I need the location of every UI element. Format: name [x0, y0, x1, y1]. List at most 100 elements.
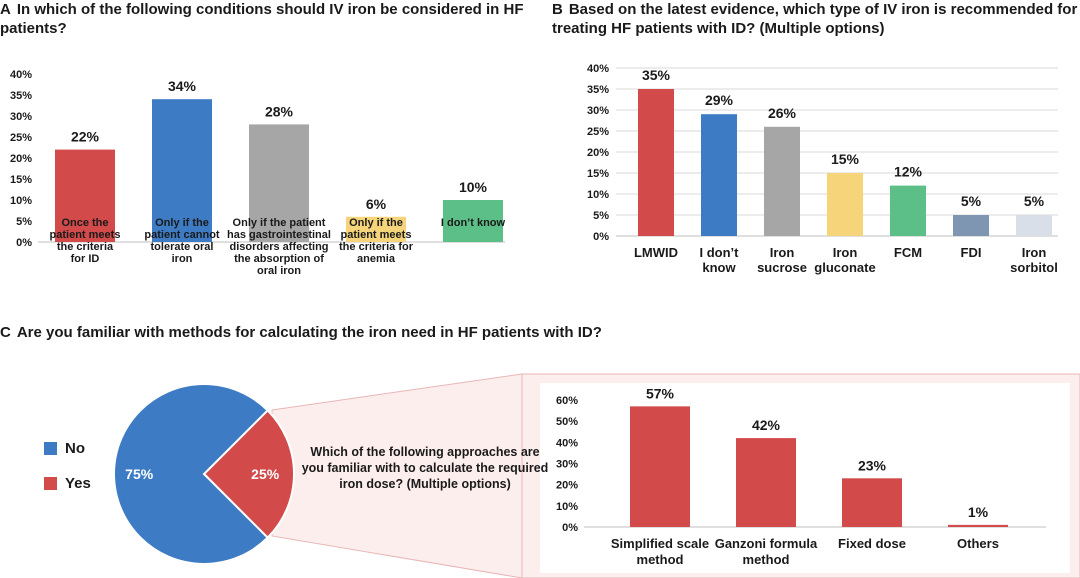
- category-label: patient cannot: [144, 229, 220, 241]
- bar: [55, 149, 115, 242]
- category-label: tolerate oral: [151, 241, 214, 253]
- category-label: the criteria: [57, 241, 114, 253]
- legend-label-yes: Yes: [65, 475, 91, 492]
- y-tick-label: 35%: [587, 84, 609, 96]
- data-label: 57%: [646, 385, 675, 401]
- category-label: oral iron: [257, 265, 301, 277]
- bar: [701, 114, 737, 236]
- data-label: 5%: [1024, 193, 1045, 209]
- chart-a: 0%5%10%15%20%25%30%35%40%22%Once thepati…: [10, 69, 506, 277]
- bar: [1016, 215, 1052, 236]
- bar: [890, 185, 926, 236]
- data-label: 6%: [366, 196, 387, 212]
- data-label: 34%: [168, 78, 197, 94]
- y-tick-label: 20%: [587, 147, 609, 159]
- category-label: method: [743, 552, 790, 567]
- legend-item-yes: Yes: [44, 475, 91, 492]
- pie-slice-yes: [202, 408, 295, 540]
- category-label: the absorption of: [234, 253, 324, 265]
- y-tick-label: 20%: [556, 480, 578, 492]
- category-label: anemia: [357, 253, 396, 265]
- panel-c-letter: C: [0, 324, 11, 341]
- y-tick-label: 15%: [587, 168, 609, 180]
- y-tick-label: 40%: [587, 63, 609, 75]
- y-tick-label: 10%: [587, 189, 609, 201]
- category-label: Only if the: [155, 217, 209, 229]
- y-tick-label: 5%: [593, 210, 609, 222]
- data-label: 22%: [71, 129, 100, 145]
- panel-b-letter: B: [552, 1, 563, 18]
- y-tick-label: 50%: [556, 416, 578, 428]
- y-tick-label: 10%: [556, 501, 578, 513]
- bar: [842, 478, 902, 527]
- y-tick-label: 30%: [10, 111, 32, 123]
- category-label: Simplified scale: [611, 536, 709, 551]
- bar: [827, 173, 863, 236]
- bar: [764, 126, 800, 236]
- category-label: method: [637, 552, 684, 567]
- bar: [443, 200, 503, 242]
- chart-c-bar: 0%10%20%30%40%50%60% 57%Simplified scalem…: [556, 385, 1046, 567]
- bar: [152, 99, 212, 242]
- category-label: Once the: [61, 217, 108, 229]
- category-label: Iron: [770, 245, 795, 260]
- data-label: 28%: [265, 103, 294, 119]
- data-label: 42%: [752, 417, 781, 433]
- y-tick-label: 35%: [10, 90, 32, 102]
- y-tick-label: 25%: [10, 132, 32, 144]
- category-label: has gastrointestinal: [227, 229, 331, 241]
- bar: [948, 524, 1008, 527]
- y-tick-label: 30%: [556, 459, 578, 471]
- y-tick-label: 20%: [10, 153, 32, 165]
- y-tick-label: 30%: [587, 105, 609, 117]
- y-tick-label: 25%: [587, 126, 609, 138]
- category-label: know: [702, 260, 736, 275]
- panel-a-title: A In which of the following conditions sh…: [0, 0, 525, 38]
- pie-slice-no: [113, 383, 270, 565]
- panel-a-letter: A: [0, 1, 11, 18]
- bar: [630, 406, 690, 527]
- panel-c-title-text: Are you familiar with methods for calcul…: [16, 324, 602, 341]
- data-label: 15%: [831, 151, 860, 167]
- category-label: FDI: [961, 245, 982, 260]
- pie-label-yes: 25%: [251, 466, 280, 482]
- category-label: Others: [957, 536, 999, 551]
- category-label: Only if the: [349, 217, 403, 229]
- category-label: sucrose: [757, 260, 807, 275]
- y-tick-label: 40%: [556, 437, 578, 449]
- category-label: Fixed dose: [838, 536, 906, 551]
- y-tick-label: 60%: [556, 395, 578, 407]
- chart-c-pie: 25% 75%: [113, 383, 295, 565]
- legend-label-no: No: [65, 440, 85, 457]
- category-label: Ganzoni formula: [715, 536, 818, 551]
- category-label: sorbitol: [1010, 260, 1058, 275]
- legend-swatch-no: [44, 442, 57, 455]
- bar: [346, 216, 406, 242]
- panel-a-title-text: In which of the following conditions sho…: [0, 1, 524, 37]
- y-tick-label: 5%: [16, 216, 32, 228]
- bar: [638, 89, 674, 236]
- y-tick-label: 15%: [10, 174, 32, 186]
- category-label: the criteria for: [339, 241, 414, 253]
- category-label: I don’t know: [441, 217, 506, 229]
- data-label: 5%: [961, 193, 982, 209]
- data-label: 23%: [858, 457, 887, 473]
- panel-b-title: B Based on the latest evidence, which typ…: [552, 0, 1080, 38]
- panel-c-question: Which of the following approaches are yo…: [301, 445, 549, 491]
- data-label: 26%: [768, 105, 797, 121]
- pie-label-no: 75%: [125, 466, 154, 482]
- category-label: Iron: [833, 245, 858, 260]
- category-label: LMWID: [634, 245, 678, 260]
- y-tick-label: 0%: [16, 237, 32, 249]
- y-tick-label: 0%: [593, 231, 609, 243]
- legend-swatch-yes: [44, 477, 57, 490]
- data-label: 1%: [968, 504, 989, 520]
- panel-c-title: C Are you familiar with methods for calcu…: [0, 323, 900, 342]
- category-label: for ID: [71, 253, 100, 265]
- legend-item-no: No: [44, 440, 85, 457]
- category-label: patient meets: [50, 229, 121, 241]
- data-label: 35%: [642, 67, 671, 83]
- category-label: I don’t: [700, 245, 740, 260]
- bar: [953, 215, 989, 236]
